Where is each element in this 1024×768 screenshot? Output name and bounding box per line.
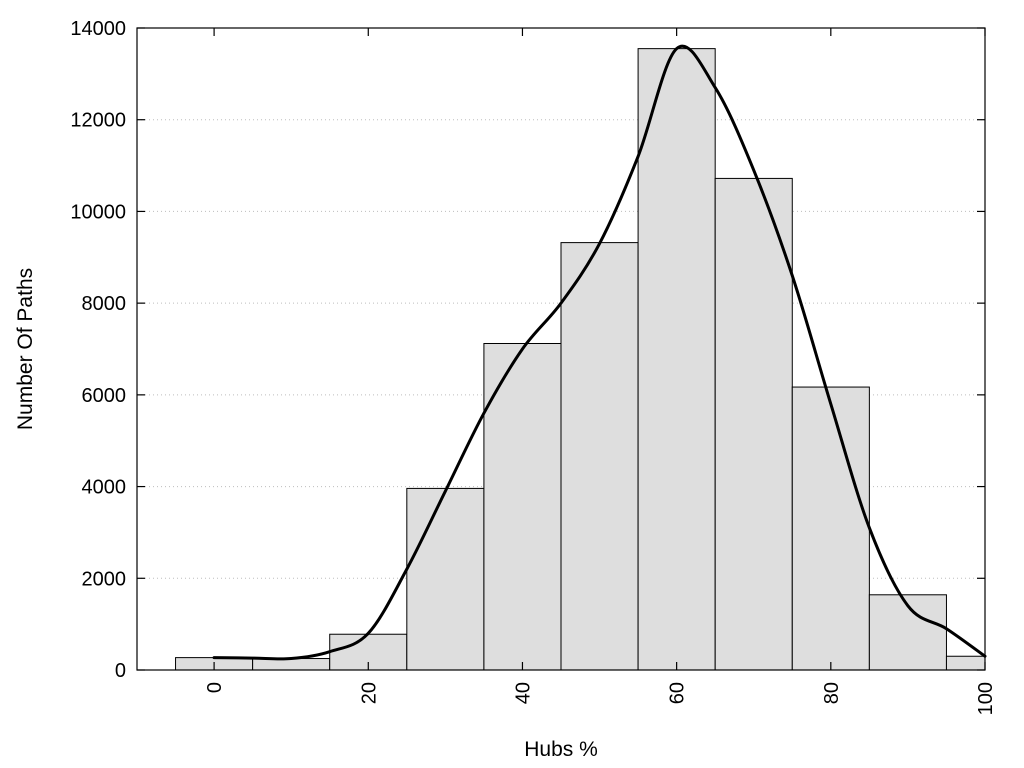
x-tick-label: 40 (512, 682, 534, 704)
y-tick-label: 8000 (82, 293, 127, 315)
x-tick-label: 100 (975, 682, 997, 715)
x-tick-label: 20 (358, 682, 380, 704)
y-tick-label: 6000 (82, 385, 127, 407)
y-tick-label: 14000 (70, 18, 126, 40)
y-axis-title: Number Of Paths (14, 268, 37, 430)
histogram-bar (560, 242, 639, 671)
x-axis: 0 20 40 60 80 100 (204, 28, 997, 715)
y-tick-label: 10000 (70, 201, 126, 223)
histogram-bar (252, 658, 331, 671)
x-tick-label: 80 (821, 682, 843, 704)
y-tick-label: 12000 (70, 110, 126, 132)
histogram-bar (637, 48, 716, 671)
y-tick-label: 0 (115, 660, 126, 682)
x-tick-label: 60 (667, 682, 689, 704)
density-curve (212, 44, 987, 661)
y-axis: 0 2000 4000 6000 8000 10000 12000 14000 (70, 18, 985, 682)
histogram-bar (791, 386, 870, 671)
histogram-bar (406, 487, 485, 671)
histogram-bar (714, 177, 793, 671)
y-tick-label: 2000 (82, 568, 127, 590)
histogram-bar (945, 655, 986, 671)
y-tick-label: 4000 (82, 477, 127, 499)
bars (175, 48, 986, 671)
x-axis-title: Hubs % (524, 738, 598, 761)
x-tick-label: 0 (204, 682, 226, 693)
plot-frame (136, 27, 986, 671)
